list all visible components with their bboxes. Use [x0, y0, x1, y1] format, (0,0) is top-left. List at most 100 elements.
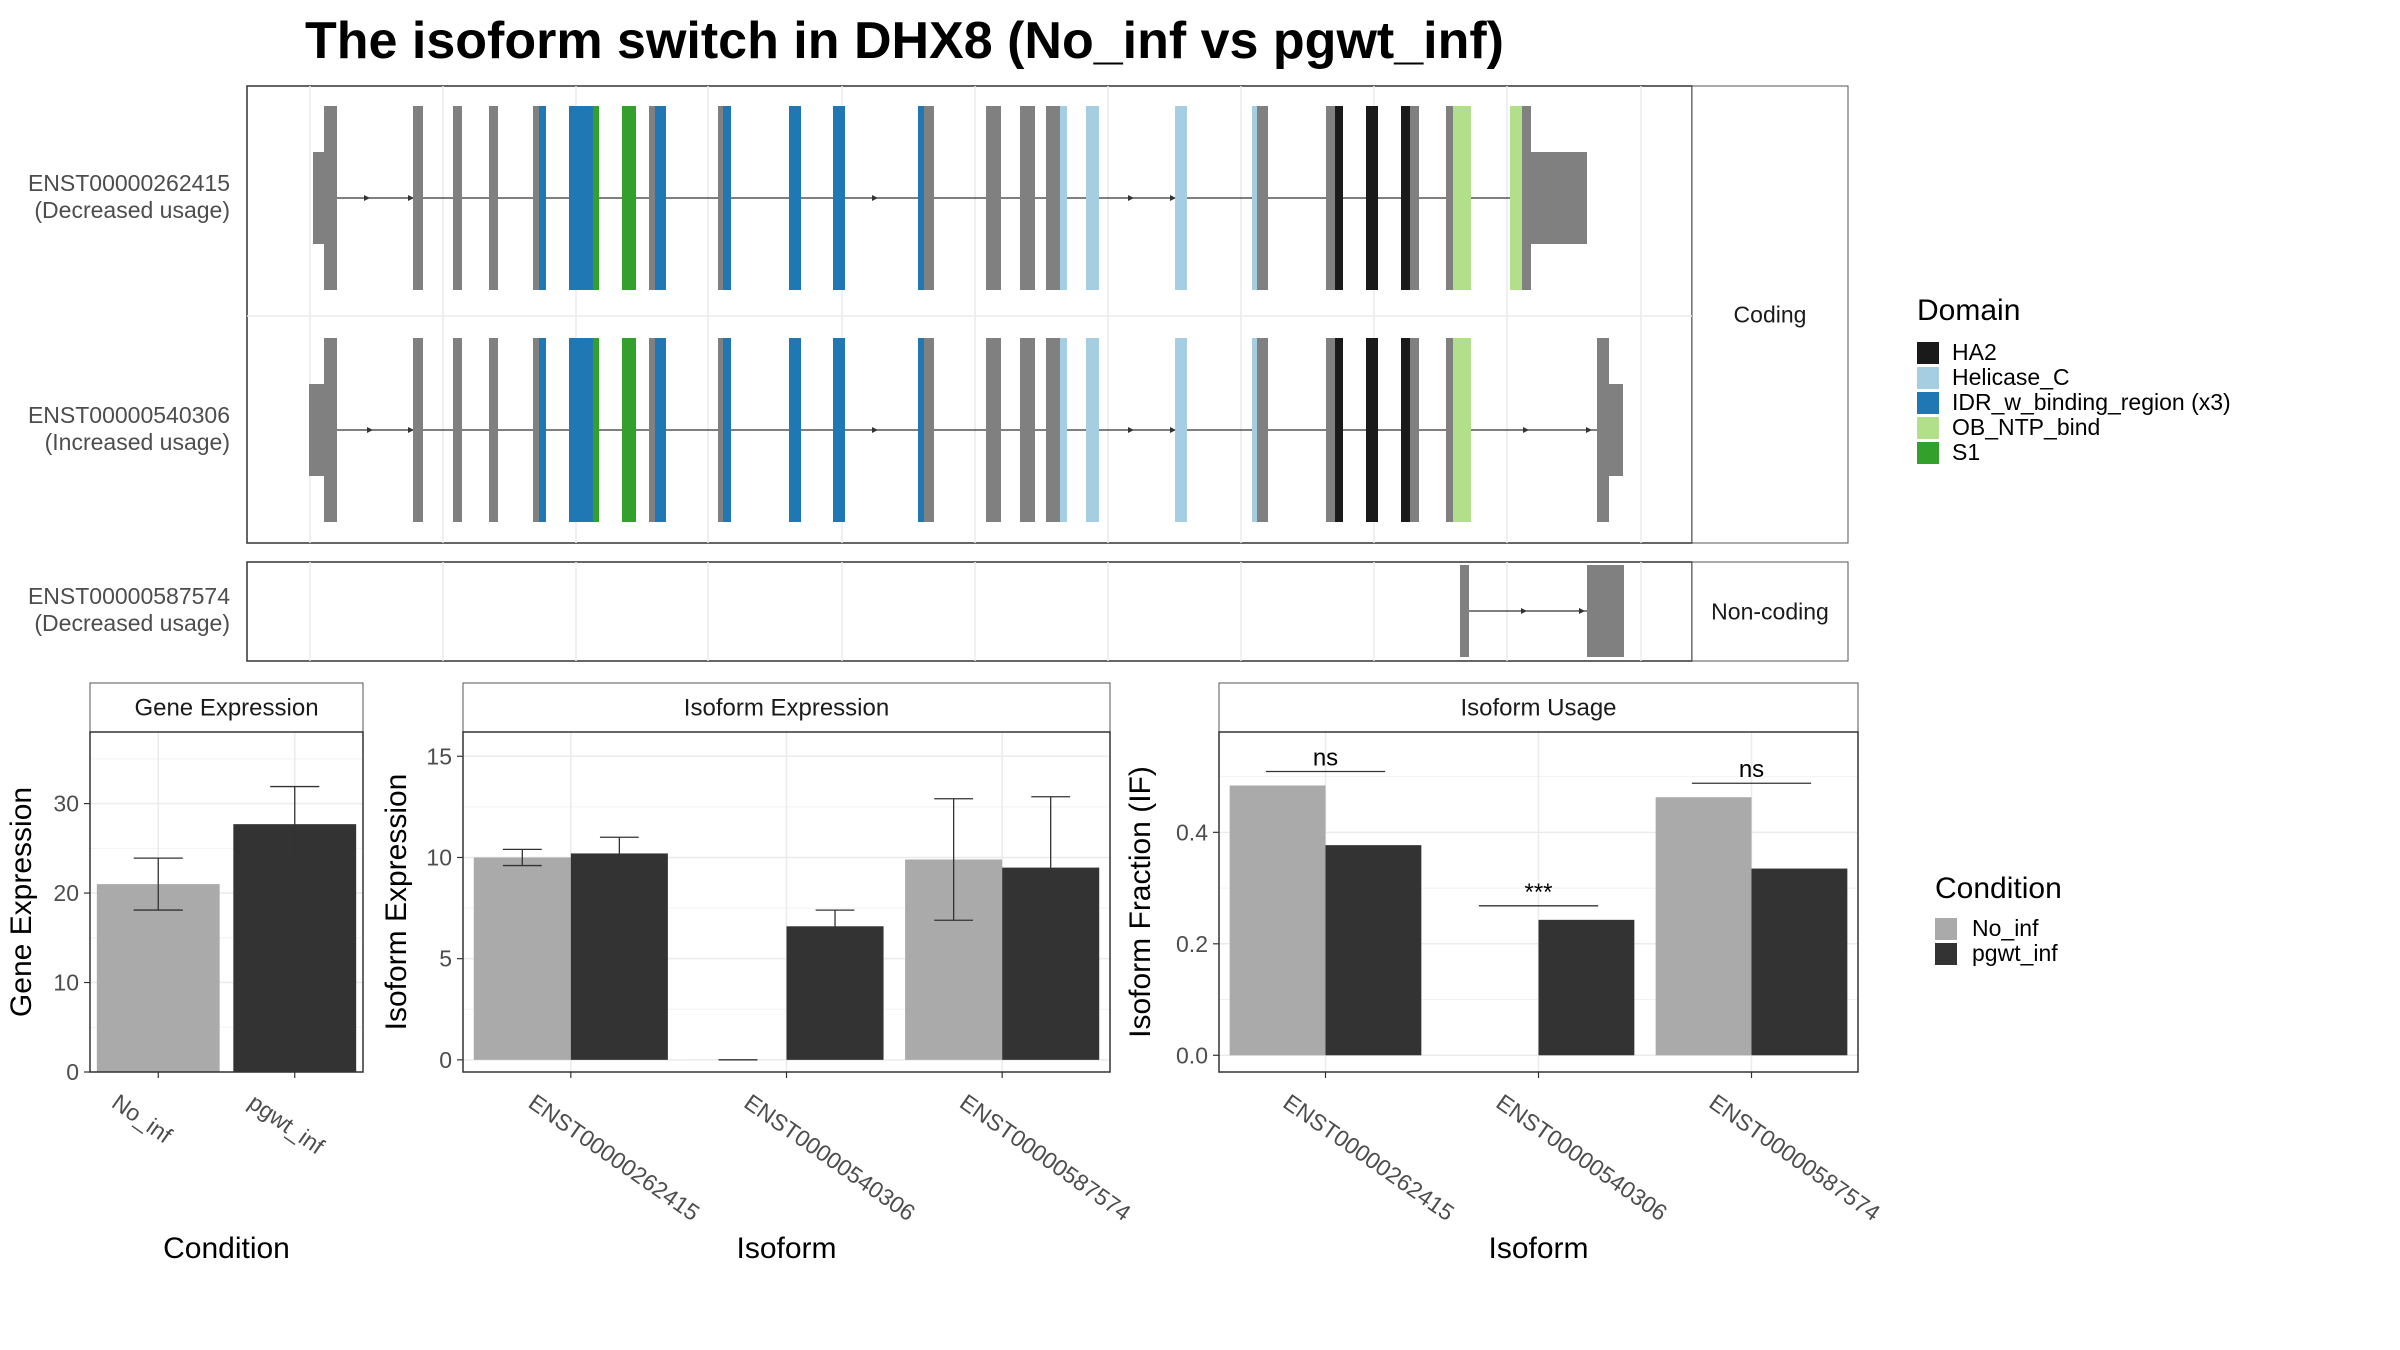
intron-direction-arrow — [872, 427, 878, 433]
domain-exon-block — [569, 338, 593, 522]
domain-legend-key — [1917, 342, 1939, 364]
condition-legend-key — [1935, 943, 1957, 965]
facet-strip-label: Coding — [1734, 302, 1807, 328]
exon-block — [986, 338, 1001, 522]
intron-direction-arrow — [408, 427, 414, 433]
domain-legend-key — [1917, 442, 1939, 464]
facet-strip-label: Non-coding — [1711, 599, 1829, 625]
domain-exon-block — [918, 338, 924, 522]
intron-direction-arrow — [1579, 608, 1585, 614]
exon-block — [1046, 106, 1060, 290]
domain-exon-block — [1453, 106, 1471, 290]
exon-block — [489, 106, 498, 290]
bar — [1229, 785, 1326, 1056]
domain-exon-block — [1335, 106, 1343, 290]
transcript-structure-panel: CodingNon-codingENST00000262415(Decrease… — [28, 85, 1849, 662]
y-axis-title: Gene Expression — [5, 787, 38, 1017]
y-tick-label: 0.4 — [1176, 819, 1208, 845]
exon-block — [924, 106, 934, 290]
exon-block — [986, 106, 1001, 290]
exon-block — [1257, 106, 1268, 290]
exon-block — [324, 106, 337, 290]
transcript-label: ENST00000587574 — [28, 583, 230, 609]
transcript-usage-label: (Increased usage) — [45, 429, 230, 455]
intron-direction-arrow — [367, 427, 373, 433]
domain-legend-key — [1917, 367, 1939, 389]
intron-direction-arrow — [364, 195, 370, 201]
utr-block — [1531, 152, 1587, 244]
domain-exon-block — [1366, 106, 1378, 290]
exon-block — [649, 106, 655, 290]
panel-strip — [89, 682, 364, 733]
figure-title: The isoform switch in DHX8 (No_inf vs pg… — [305, 12, 1504, 70]
transcript-usage-label: (Decreased usage) — [34, 197, 230, 223]
exon-block — [1257, 338, 1268, 522]
facet-strip — [1691, 561, 1849, 662]
exon-block — [1326, 106, 1335, 290]
transcript-label: ENST00000262415 — [28, 170, 230, 196]
transcript-usage-label: (Decreased usage) — [34, 610, 230, 636]
intron-direction-arrow — [872, 195, 878, 201]
y-tick-label: 0 — [439, 1047, 452, 1073]
exon-block — [1326, 338, 1335, 522]
utr-block — [1607, 384, 1623, 476]
exon-block — [718, 338, 723, 522]
y-tick-label: 15 — [426, 743, 452, 769]
y-tick-label: 30 — [53, 791, 79, 817]
panel-strip-title: Isoform Usage — [1460, 695, 1616, 722]
domain-exon-block — [723, 106, 731, 290]
domain-exon-block — [1510, 106, 1522, 290]
domain-legend-label: IDR_w_binding_region (x3) — [1952, 389, 2231, 415]
significance-label: ns — [1739, 756, 1764, 783]
intron-direction-arrow — [1128, 195, 1134, 201]
domain-exon-block — [1175, 106, 1187, 290]
bar — [1655, 797, 1752, 1056]
exon-block — [1597, 338, 1609, 522]
domain-exon-block — [1401, 338, 1410, 522]
domain-exon-block — [593, 106, 599, 290]
domain-exon-block — [789, 338, 801, 522]
domain-exon-block — [622, 106, 636, 290]
exon-block — [413, 106, 423, 290]
panel-border — [89, 731, 364, 1073]
panel-strip-title: Isoform Expression — [684, 695, 889, 722]
domain-exon-block — [1060, 106, 1067, 290]
intron-direction-arrow — [1521, 608, 1527, 614]
intron-direction-arrow — [1170, 195, 1176, 201]
significance-label: *** — [1524, 879, 1552, 906]
condition-legend-label: No_inf — [1972, 915, 2039, 941]
domain-exon-block — [789, 106, 801, 290]
exon-block — [718, 106, 723, 290]
panel-strip — [1218, 682, 1859, 733]
intron-direction-arrow — [1586, 427, 1592, 433]
domain-exon-block — [833, 338, 845, 522]
bar — [1325, 845, 1422, 1056]
domain-legend-key — [1917, 392, 1939, 414]
exon-block — [1410, 338, 1419, 522]
y-tick-label: 0.0 — [1176, 1042, 1208, 1068]
intron-direction-arrow — [1128, 427, 1134, 433]
domain-exon-block — [1175, 338, 1187, 522]
bar — [96, 884, 220, 1072]
bar — [570, 853, 668, 1060]
structure-panel-background — [246, 85, 1693, 544]
bar — [473, 857, 571, 1060]
y-tick-label: 10 — [53, 970, 79, 996]
domain-legend-label: OB_NTP_bind — [1952, 414, 2100, 440]
bar — [1751, 868, 1848, 1056]
x-axis-title: Isoform — [736, 1232, 836, 1265]
domain-exon-block — [1366, 338, 1378, 522]
domain-exon-block — [622, 338, 636, 522]
domain-legend-label: S1 — [1952, 439, 1980, 465]
exon-block — [1522, 106, 1531, 290]
panel-strip — [462, 682, 1111, 733]
exon-block — [1046, 338, 1060, 522]
intron-direction-arrow — [408, 195, 414, 201]
condition-legend-label: pgwt_inf — [1972, 940, 2058, 966]
exon-block — [1446, 106, 1453, 290]
domain-exon-block — [1060, 338, 1067, 522]
domain-exon-block — [1335, 338, 1343, 522]
